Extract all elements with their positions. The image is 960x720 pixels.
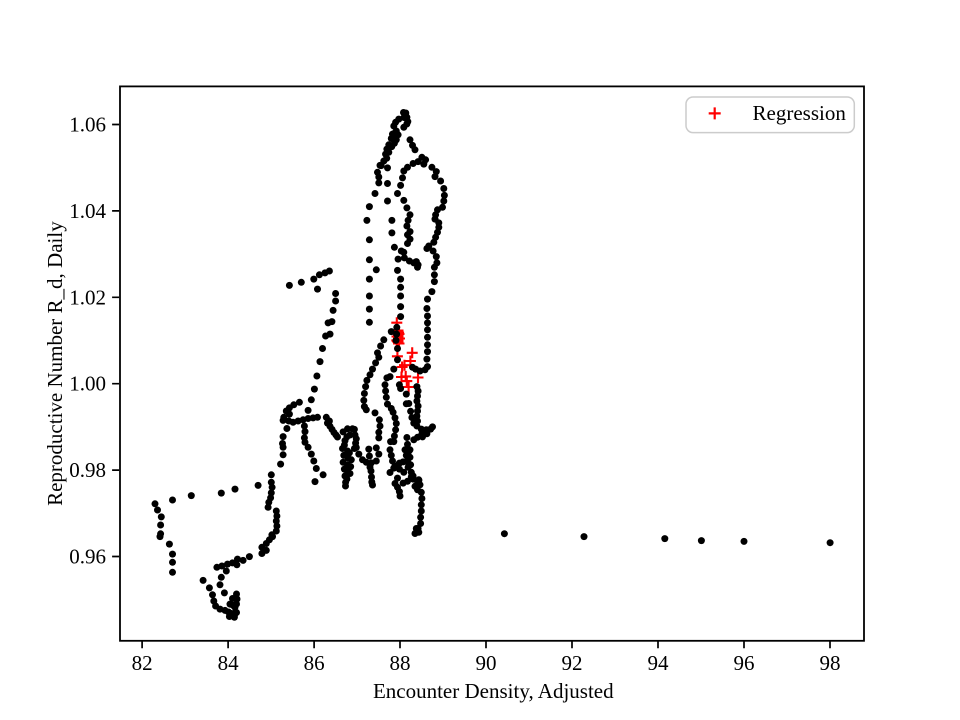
svg-text:92: 92 — [562, 651, 583, 675]
svg-text:94: 94 — [648, 651, 670, 675]
svg-text:1.00: 1.00 — [69, 372, 106, 396]
svg-text:0.96: 0.96 — [69, 545, 106, 569]
svg-text:1.04: 1.04 — [69, 199, 106, 223]
svg-text:1.02: 1.02 — [69, 285, 106, 309]
svg-text:86: 86 — [304, 651, 325, 675]
svg-text:1.06: 1.06 — [69, 113, 106, 137]
svg-text:0.98: 0.98 — [69, 458, 106, 482]
svg-text:Reproductive Number R_d, Daily: Reproductive Number R_d, Daily — [43, 221, 67, 506]
svg-text:96: 96 — [734, 651, 755, 675]
svg-text:82: 82 — [132, 651, 153, 675]
svg-text:84: 84 — [218, 651, 240, 675]
svg-text:90: 90 — [476, 651, 497, 675]
svg-text:Encounter Density, Adjusted: Encounter Density, Adjusted — [373, 679, 614, 703]
svg-text:88: 88 — [390, 651, 411, 675]
svg-text:Regression: Regression — [753, 101, 847, 125]
svg-text:98: 98 — [820, 651, 841, 675]
